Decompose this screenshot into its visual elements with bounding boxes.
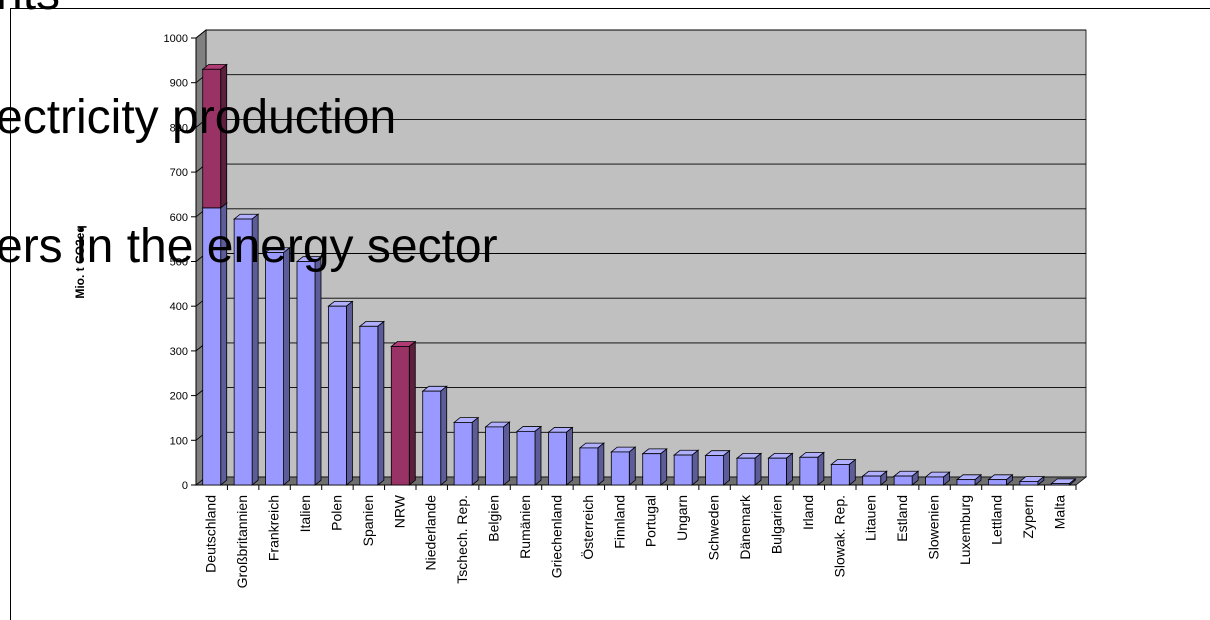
x-tick-label: Deutschland: [203, 495, 219, 573]
bar-segment: [453, 422, 473, 486]
bar-segment: [1050, 483, 1070, 486]
slide-heading-line-1: ectricity production: [0, 91, 397, 144]
bar-segment-side: [597, 442, 605, 486]
x-tick-label: Frankreich: [266, 495, 282, 561]
x-tick-label: Zypern: [1020, 495, 1036, 539]
x-tick-label: Irland: [800, 495, 816, 530]
bar-segment-side: [754, 452, 762, 486]
bar-segment-side: [440, 385, 448, 486]
bar-segment: [296, 261, 316, 486]
bar-segment: [799, 456, 819, 486]
x-tick-label: Lettland: [988, 495, 1004, 545]
bar-segment-side: [283, 246, 290, 486]
bar-segment-side: [408, 340, 416, 486]
y-tick-label: 900: [170, 78, 188, 90]
bar-segment-side: [503, 421, 510, 486]
bar-segment: [390, 346, 410, 486]
bar-segment-side: [534, 425, 542, 486]
x-tick-label: Slowenien: [926, 495, 942, 560]
bar-segment: [202, 68, 222, 209]
y-tick-label: 200: [170, 391, 188, 403]
x-tick-label: Slowak. Rep.: [831, 495, 847, 577]
bar-segment-side: [723, 449, 730, 486]
x-tick-label: Österreich: [579, 495, 596, 560]
slide-divider-horizontal: [10, 8, 1210, 9]
bar-segment-side: [377, 320, 385, 486]
bar-segment-side: [566, 426, 573, 486]
slide-title-fragment: nts: [0, 0, 60, 18]
x-tick-label: Portugal: [643, 495, 659, 547]
y-tick-label: 500: [170, 257, 188, 269]
bar-segment: [265, 252, 284, 486]
bar-segment: [422, 390, 442, 486]
y-tick-label: 1000: [164, 33, 188, 45]
bar-segment: [705, 455, 724, 486]
x-tick-label: Italien: [297, 495, 313, 532]
bar-segment: [516, 430, 536, 486]
bar-segment-side: [660, 448, 668, 486]
x-tick-label: Polen: [328, 495, 344, 531]
y-tick-label: 0: [182, 480, 188, 492]
y-tick-label: 300: [170, 346, 188, 358]
x-tick-label: Luxemburg: [957, 495, 973, 565]
x-tick-label: Dänemark: [737, 494, 753, 560]
bar-segment: [610, 451, 630, 486]
y-tick-label: 600: [170, 212, 188, 224]
slide-heading-line-2: ers in the energy sector: [0, 220, 498, 273]
bar-segment: [893, 475, 913, 486]
bar-segment: [642, 453, 662, 486]
x-tick-label: Niederlande: [423, 495, 439, 571]
bar-segment: [548, 431, 567, 486]
bar-segment-side: [817, 451, 825, 486]
bar-segment: [1019, 481, 1039, 486]
bar-segment: [862, 475, 882, 486]
bar-segment-side: [628, 446, 636, 486]
bar-segment: [359, 325, 379, 486]
x-tick-label: Litauen: [863, 495, 879, 541]
bar-segment: [485, 426, 504, 486]
x-tick-label: Malta: [1051, 495, 1067, 529]
x-tick-label: Finnland: [611, 495, 627, 549]
x-tick-label: Ungarn: [674, 495, 690, 541]
y-tick-label: 700: [170, 167, 188, 179]
bar-segment: [673, 454, 693, 486]
x-tick-label: Schweden: [706, 495, 722, 560]
bar-segment-side: [691, 449, 699, 486]
y-tick-label: 100: [170, 435, 188, 447]
bar-segment: [579, 447, 599, 486]
x-tick-label: Griechenland: [548, 495, 564, 578]
x-tick-label: Großbritannien: [234, 495, 250, 588]
bar-segment: [233, 218, 253, 486]
x-tick-label: Spanien: [360, 495, 376, 546]
bar-segment: [925, 476, 944, 486]
bar-segment-side: [346, 300, 353, 486]
bar-segment: [768, 457, 787, 486]
bar-segment-side: [848, 458, 856, 486]
x-tick-label: Bulgarien: [768, 495, 784, 554]
slide-divider-vertical: [10, 8, 11, 620]
x-tick-label: Rumänien: [517, 495, 533, 559]
bar-segment: [988, 479, 1007, 486]
x-tick-label: Belgien: [486, 495, 502, 542]
y-tick-label: 400: [170, 301, 188, 313]
bar-segment-side: [314, 255, 322, 486]
y-axis-title: Mio. t CO2eq: [73, 225, 87, 298]
y-tick-label: 800: [170, 122, 188, 134]
bar-segment: [830, 464, 850, 486]
bar-segment-side: [471, 416, 479, 486]
bar-segment: [328, 305, 347, 486]
x-tick-label: Tschech. Rep.: [454, 495, 470, 584]
gridline-side: [195, 29, 207, 39]
bar-segment: [736, 457, 756, 486]
bar-segment: [956, 479, 976, 486]
bar-segment-side: [786, 452, 793, 486]
x-tick-label: Estland: [894, 495, 910, 542]
x-tick-label: NRW: [391, 494, 407, 528]
